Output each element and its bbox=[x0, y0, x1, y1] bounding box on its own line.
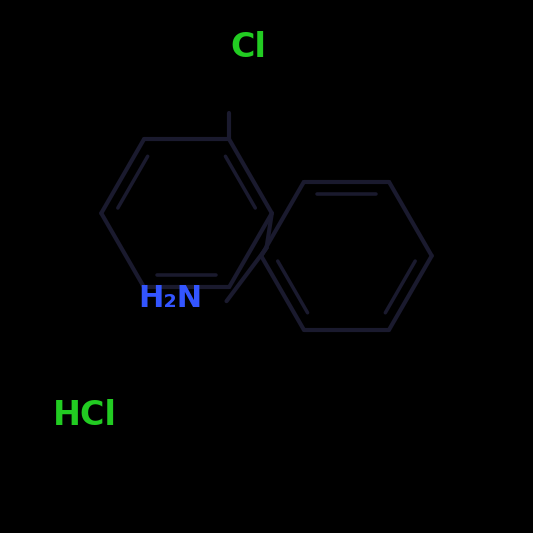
Text: HCl: HCl bbox=[53, 399, 117, 432]
Text: H₂N: H₂N bbox=[139, 284, 203, 313]
Text: Cl: Cl bbox=[230, 31, 266, 64]
